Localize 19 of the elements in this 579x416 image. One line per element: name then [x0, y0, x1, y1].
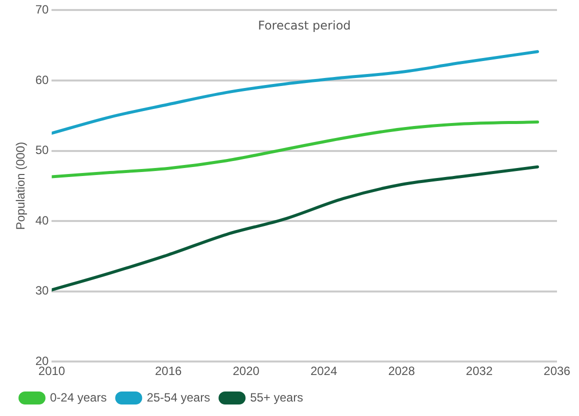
- y-tick-label: 60: [35, 72, 50, 87]
- y-axis-title: Population (000): [14, 142, 28, 230]
- y-tick-label: 50: [35, 143, 50, 158]
- y-tick-label: 70: [35, 2, 50, 17]
- x-tick-label: 2020: [232, 364, 260, 378]
- line-series: [52, 50, 540, 135]
- legend-label: 55+ years: [250, 390, 304, 404]
- x-tick-label: 2016: [154, 364, 182, 378]
- x-tick-label: 2028: [388, 364, 416, 378]
- legend-label: 0-24 years: [50, 390, 107, 404]
- x-tick-label: 2036: [544, 364, 571, 378]
- x-tick-label: 2024: [310, 364, 338, 378]
- line-series: [52, 120, 540, 178]
- y-tick-label: 40: [35, 213, 50, 228]
- legend-label: 25-54 years: [146, 390, 210, 404]
- line-series: [52, 165, 540, 292]
- x-tick-label: 2032: [466, 364, 493, 378]
- annotation: Forecast period: [258, 18, 351, 32]
- y-tick-label: 30: [35, 284, 50, 298]
